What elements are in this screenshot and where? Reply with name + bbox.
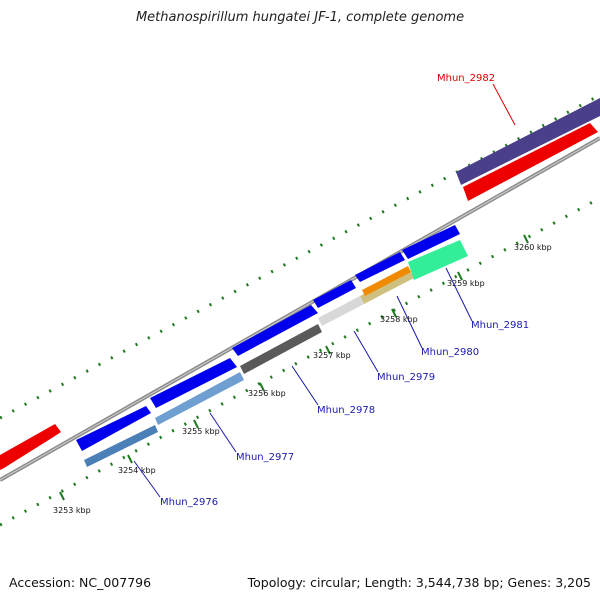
tick-label: 3257 kbp bbox=[313, 351, 351, 360]
accession-label: Accession: NC_007796 bbox=[9, 575, 152, 590]
map-title: Methanospirillum hungatei JF-1, complete… bbox=[135, 10, 465, 25]
gene-arrow-mhun-2982 bbox=[463, 123, 598, 201]
gene-label-mhun-2976[interactable]: Mhun_2976 bbox=[160, 497, 218, 508]
segment-lightgray bbox=[318, 296, 364, 326]
forward-genes bbox=[76, 225, 460, 451]
segment-orange bbox=[362, 266, 411, 296]
gene-arrow-mhun-2979 bbox=[313, 280, 356, 308]
segment-steelblue bbox=[84, 425, 158, 467]
gene-arrow-mhun-2978 bbox=[232, 305, 318, 356]
gene-label-mhun-2981[interactable]: Mhun_2981 bbox=[471, 320, 529, 331]
gc-content-track bbox=[0, 93, 600, 527]
segment-tan bbox=[360, 270, 414, 304]
gene-arrow-mhun-2980 bbox=[355, 252, 405, 282]
tick-label: 3254 kbp bbox=[118, 466, 156, 475]
segment-darkgray bbox=[240, 324, 322, 374]
gc-dots-outer bbox=[0, 93, 600, 420]
gene-arrow-mhun-2977 bbox=[150, 358, 237, 408]
gene-label-mhun-2977[interactable]: Mhun_2977 bbox=[236, 452, 294, 463]
gene-arrow-mhun-2981 bbox=[402, 225, 460, 259]
gene-label-mhun-2980[interactable]: Mhun_2980 bbox=[421, 347, 479, 358]
scale-tick-labels: 3253 kbp 3254 kbp 3255 kbp 3256 kbp 3257… bbox=[53, 243, 552, 515]
tick-label: 3260 kbp bbox=[514, 243, 552, 252]
gene-leader-lines bbox=[133, 83, 516, 498]
gene-labels: Mhun_2976 Mhun_2977 Mhun_2978 Mhun_2979 … bbox=[160, 73, 529, 508]
gene-arrow-mhun-2982-purple bbox=[456, 98, 600, 185]
feature-segments bbox=[84, 240, 468, 467]
reverse-genes bbox=[0, 98, 600, 470]
gene-arrow-reverse-left bbox=[0, 424, 61, 470]
gc-dots-inner bbox=[0, 196, 600, 527]
tick-label: 3256 kbp bbox=[248, 389, 286, 398]
tick-label: 3258 kbp bbox=[380, 315, 418, 324]
scale-ticks bbox=[59, 234, 529, 501]
genome-backbone bbox=[0, 136, 600, 482]
gene-arrow-mhun-2976 bbox=[76, 406, 151, 451]
gene-label-mhun-2982[interactable]: Mhun_2982 bbox=[437, 73, 495, 84]
tick-label: 3253 kbp bbox=[53, 506, 91, 515]
gene-label-mhun-2979[interactable]: Mhun_2979 bbox=[377, 372, 435, 383]
gene-label-mhun-2978[interactable]: Mhun_2978 bbox=[317, 405, 375, 416]
tick-label: 3255 kbp bbox=[182, 427, 220, 436]
genome-summary: Topology: circular; Length: 3,544,738 bp… bbox=[247, 575, 591, 590]
segment-lightblue bbox=[155, 372, 244, 425]
segment-mint bbox=[408, 240, 468, 280]
tick-label: 3259 kbp bbox=[447, 279, 485, 288]
